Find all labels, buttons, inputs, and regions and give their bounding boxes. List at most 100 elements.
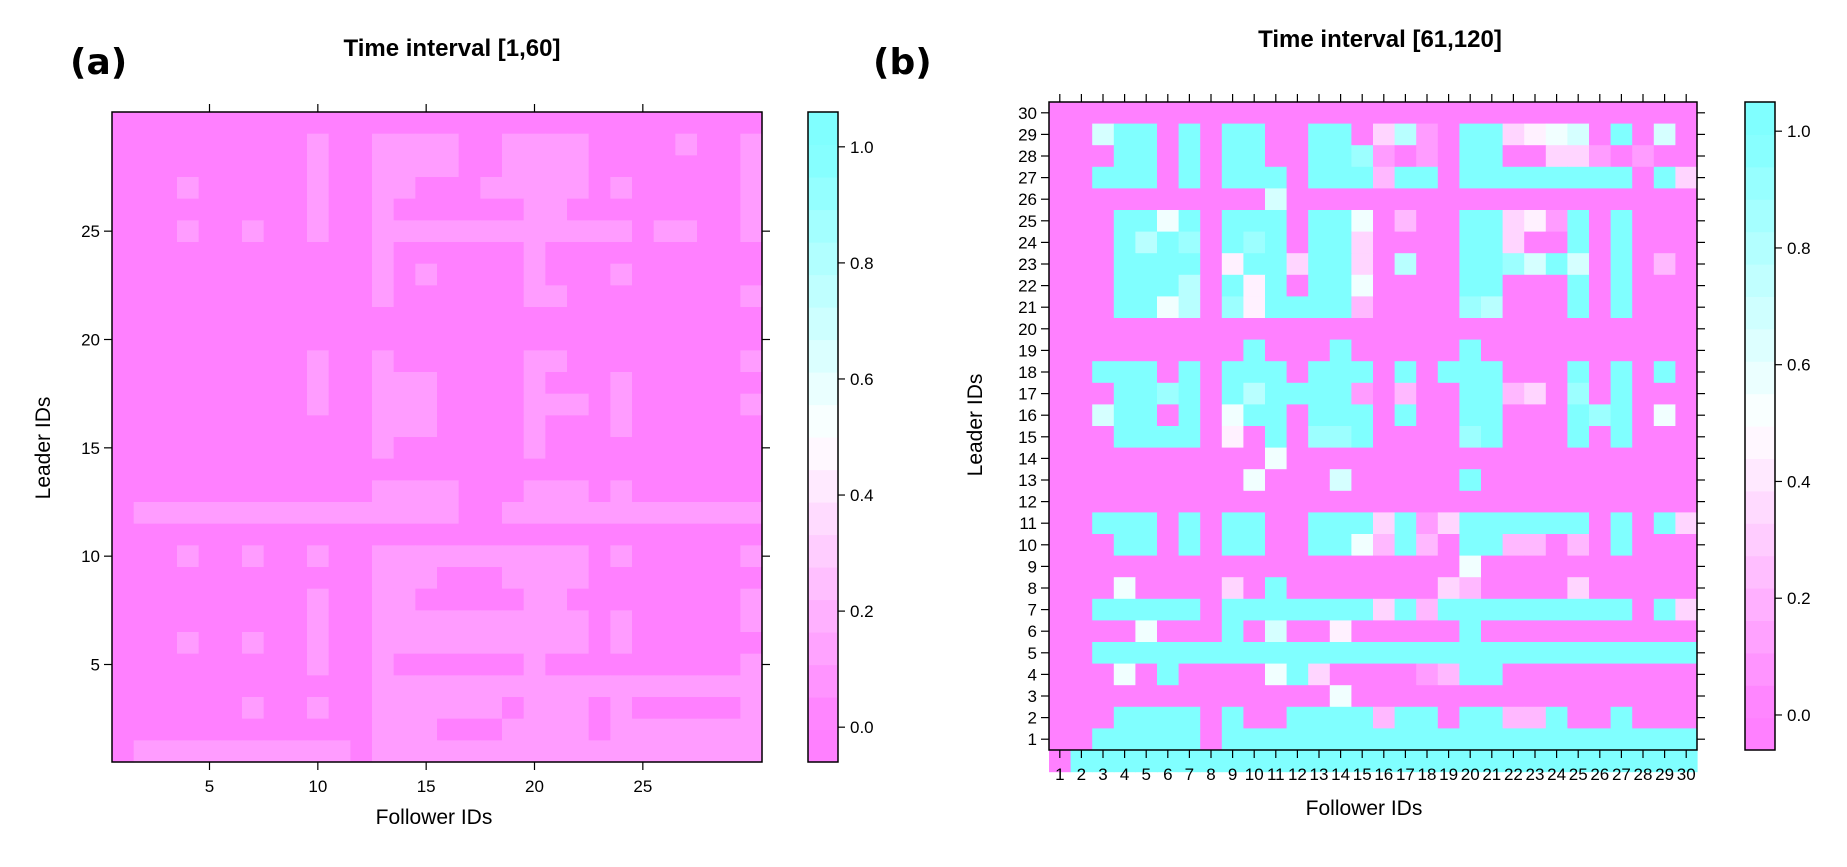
heatmap-cell <box>1265 706 1288 729</box>
heatmap-cell <box>1394 404 1417 427</box>
heatmap-cell <box>1092 102 1115 125</box>
heatmap-cell <box>372 328 395 351</box>
heatmap-cell <box>263 220 286 243</box>
heatmap-cell <box>610 372 633 395</box>
y-tick-label: 3 <box>1028 687 1037 706</box>
heatmap-cell <box>1221 469 1244 492</box>
heatmap-cell <box>350 567 373 590</box>
heatmap-cell <box>1502 706 1525 729</box>
heatmap-cell <box>198 653 221 676</box>
heatmap-cell <box>1308 534 1331 557</box>
heatmap-cell <box>133 415 156 438</box>
x-tick-label: 14 <box>1331 765 1350 784</box>
heatmap-cell <box>177 220 200 243</box>
heatmap-cell <box>502 350 525 373</box>
heatmap-cell <box>1049 706 1072 729</box>
heatmap-cell <box>242 415 265 438</box>
heatmap-cell <box>198 718 221 741</box>
heatmap-cell <box>567 523 590 546</box>
heatmap-cell <box>263 393 286 416</box>
heatmap-cell <box>1135 231 1158 254</box>
heatmap-cell <box>177 437 200 460</box>
heatmap-cell <box>1589 469 1612 492</box>
x-tick-label: 15 <box>1353 765 1372 784</box>
heatmap-cell <box>1265 728 1288 751</box>
heatmap-cell <box>1070 512 1093 535</box>
heatmap-cell <box>718 718 741 741</box>
heatmap-cell <box>1243 534 1266 557</box>
heatmap-cell <box>1437 706 1460 729</box>
heatmap-cell <box>285 523 308 546</box>
heatmap-cell <box>1329 361 1352 384</box>
heatmap-cell <box>1524 404 1547 427</box>
heatmap-cell <box>415 523 438 546</box>
heatmap-cell <box>415 610 438 633</box>
heatmap-cell <box>1286 620 1309 643</box>
heatmap-cell <box>1351 447 1374 470</box>
heatmap-cell <box>653 588 676 611</box>
colorbar-segment <box>1745 199 1775 233</box>
heatmap-cell <box>307 502 330 525</box>
heatmap-cell <box>415 480 438 503</box>
heatmap-cell <box>1373 274 1396 297</box>
heatmap-cell <box>458 285 481 308</box>
heatmap-cell <box>1416 123 1439 146</box>
heatmap-cell <box>480 740 503 763</box>
heatmap-cell <box>1329 577 1352 600</box>
heatmap-cell <box>307 437 330 460</box>
heatmap-cell <box>1308 404 1331 427</box>
heatmap-cell <box>1416 750 1439 773</box>
heatmap-cell <box>1653 339 1676 362</box>
heatmap-cell <box>632 372 655 395</box>
heatmap-cell <box>1545 598 1568 621</box>
heatmap-cell <box>1308 339 1331 362</box>
heatmap-cell <box>1567 274 1590 297</box>
heatmap-cell <box>1135 469 1158 492</box>
heatmap-cell <box>177 610 200 633</box>
heatmap-cell <box>1286 339 1309 362</box>
heatmap-cell <box>567 198 590 221</box>
heatmap-cell <box>372 610 395 633</box>
heatmap-cell <box>1675 642 1698 665</box>
heatmap-cell <box>480 220 503 243</box>
heatmap-cell <box>675 155 698 178</box>
x-tick-label: 17 <box>1396 765 1415 784</box>
heatmap-cell <box>1545 210 1568 233</box>
heatmap-cell <box>718 112 741 135</box>
heatmap-cell <box>632 177 655 200</box>
heatmap-cell <box>1329 512 1352 535</box>
heatmap-cell <box>112 697 135 720</box>
heatmap-cell <box>718 328 741 351</box>
heatmap-cell <box>242 588 265 611</box>
heatmap-cell <box>1589 166 1612 189</box>
heatmap-cell <box>1524 231 1547 254</box>
heatmap-cell <box>653 675 676 698</box>
heatmap-cell <box>220 545 243 568</box>
heatmap-cell <box>1049 231 1072 254</box>
x-tick-label: 26 <box>1590 765 1609 784</box>
heatmap-cell <box>1653 231 1676 254</box>
heatmap-cell <box>372 263 395 286</box>
heatmap-cell <box>1329 102 1352 125</box>
heatmap-cell <box>1481 534 1504 557</box>
heatmap-cell <box>653 502 676 525</box>
colorbar-tick-label: 0.6 <box>850 370 874 389</box>
heatmap-cell <box>437 328 460 351</box>
heatmap-cell <box>1329 145 1352 168</box>
heatmap-cell <box>1070 318 1093 341</box>
heatmap-cell <box>1675 685 1698 708</box>
heatmap-cell <box>1135 382 1158 405</box>
heatmap-cell <box>350 393 373 416</box>
heatmap-cell <box>1373 382 1396 405</box>
heatmap-cell <box>393 588 416 611</box>
heatmap-cell <box>1524 750 1547 773</box>
heatmap-cell <box>1632 296 1655 319</box>
heatmap-cell <box>285 502 308 525</box>
heatmap-cell <box>523 307 546 330</box>
x-tick-label: 2 <box>1077 765 1086 784</box>
heatmap-cell <box>1653 382 1676 405</box>
colorbar-segment <box>808 307 838 341</box>
y-tick-label: 10 <box>81 547 100 566</box>
heatmap-cell <box>1265 512 1288 535</box>
heatmap-cell <box>307 177 330 200</box>
